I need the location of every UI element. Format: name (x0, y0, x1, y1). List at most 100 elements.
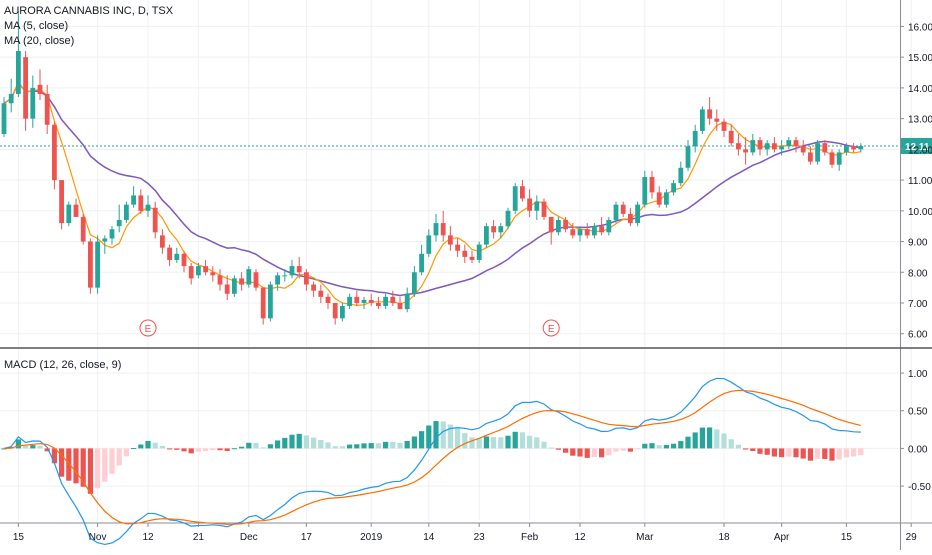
candle-body (426, 235, 432, 254)
candle-body (88, 241, 93, 288)
macd-label[interactable]: MACD (12, 26, close, 9) (4, 359, 122, 371)
histogram-bar (275, 440, 281, 449)
candle-body (397, 302, 403, 310)
candle-body (620, 204, 626, 214)
ma-fast-label[interactable]: MA (5, close) (4, 20, 69, 32)
candle-body (476, 244, 482, 260)
candle-body (512, 186, 518, 211)
candle-body (750, 140, 756, 153)
histogram-bar (80, 448, 86, 487)
macd-tick-label: 0.00 (908, 444, 928, 455)
x-tick-label: 12 (574, 532, 586, 543)
histogram-bar (822, 448, 828, 459)
histogram-bar (455, 428, 461, 449)
candle-body (656, 192, 662, 205)
histogram-bar (807, 448, 813, 461)
macd-legend: MACD (12, 26, close, 9) (4, 358, 121, 373)
candle-body (318, 290, 324, 297)
candle-body (282, 275, 288, 277)
histogram-bar (15, 439, 21, 449)
candle-body (8, 94, 14, 104)
histogram-bar (131, 447, 137, 449)
candle-body (383, 296, 388, 307)
histogram-bar (231, 448, 237, 450)
histogram-bar (375, 443, 381, 449)
candle-body (462, 250, 468, 257)
histogram-bar (30, 445, 36, 449)
last-price-label: 12.11 (905, 142, 930, 153)
candle-body (419, 253, 424, 273)
candle-body (376, 302, 381, 307)
candle-body (59, 180, 64, 224)
signal-line (3, 389, 861, 525)
histogram-bar (361, 443, 367, 449)
x-tick-label: 18 (718, 532, 730, 543)
last-price-line: 12.11 (0, 137, 932, 154)
histogram-bar (44, 448, 50, 452)
histogram-bar (685, 436, 691, 449)
histogram-bar (786, 448, 792, 457)
candle-body (253, 272, 259, 288)
candle-body (836, 152, 842, 165)
histogram-bar (541, 441, 547, 449)
histogram-bar (656, 445, 662, 449)
candle-body (268, 284, 273, 319)
histogram-bar (505, 435, 511, 449)
candles (1, 11, 864, 325)
histogram-bar (368, 443, 374, 449)
histogram-bar (289, 434, 295, 449)
candle-body (520, 186, 525, 199)
histogram-bar (613, 448, 619, 452)
histogram-bar (498, 437, 504, 449)
histogram-bar (721, 433, 727, 449)
candle-body (138, 195, 144, 211)
histogram-bar (512, 431, 518, 449)
histogram-bar (527, 435, 533, 449)
histogram-bar (663, 444, 669, 449)
x-tick-label: Apr (774, 532, 790, 543)
x-tick-label: 29 (906, 532, 918, 543)
macd-tick-label: -0.50 (908, 482, 931, 493)
histogram-bar (59, 448, 65, 477)
y-tick-label: 10.00 (908, 207, 932, 218)
histogram-bar (743, 448, 749, 450)
symbol-title[interactable]: AURORA CANNABIS INC, D, TSX (4, 5, 174, 17)
candle-body (577, 229, 583, 236)
x-tick-label: 12 (142, 532, 154, 543)
candle-body (311, 284, 316, 291)
tick-labels: 16.00 15.00 14.00 13.00 12.00 11.00 10.00 9.00 8… (13, 22, 932, 543)
ma20-path (3, 81, 861, 297)
x-tick-label: 2019 (360, 532, 383, 543)
histogram-bar (282, 437, 288, 449)
candle-body (30, 87, 36, 119)
x-tick-label: Feb (521, 532, 539, 543)
histogram-bar (836, 448, 842, 460)
candle-body (325, 296, 331, 303)
x-tick-label: 17 (301, 532, 313, 543)
y-tick-label: 6.00 (908, 330, 928, 341)
histogram-bar (793, 448, 799, 458)
histogram-bar (318, 439, 324, 449)
candle-body (721, 121, 727, 131)
histogram-bar (599, 448, 605, 458)
last-price-badge (901, 137, 932, 154)
histogram-bar (354, 444, 360, 449)
candle-body (152, 207, 158, 233)
histogram-bar (167, 448, 173, 450)
candle-body (16, 51, 21, 95)
ma-slow-label[interactable]: MA (20, close) (4, 35, 75, 47)
histogram-bar (267, 444, 273, 449)
histogram-bar (534, 437, 540, 449)
candle-body (167, 247, 172, 260)
histogram-bar (563, 448, 569, 453)
candle-body (829, 152, 835, 165)
histogram-bar (66, 448, 72, 481)
earnings-marker (139, 319, 157, 337)
histogram-bar (858, 448, 864, 456)
candle-body (66, 204, 72, 224)
candle-body (800, 146, 806, 153)
candle-body (412, 272, 417, 294)
